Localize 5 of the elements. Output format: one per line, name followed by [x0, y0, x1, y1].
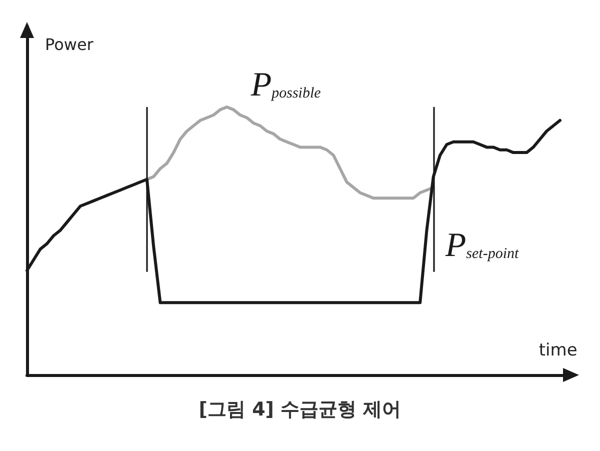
y-axis-title: Power — [45, 35, 94, 54]
series-label: Pset-point — [444, 226, 520, 264]
text: [그림 4] 수급균형 제어 — [198, 398, 402, 420]
series-label: Ppossible — [250, 66, 322, 104]
x-axis-title: time — [538, 340, 578, 360]
